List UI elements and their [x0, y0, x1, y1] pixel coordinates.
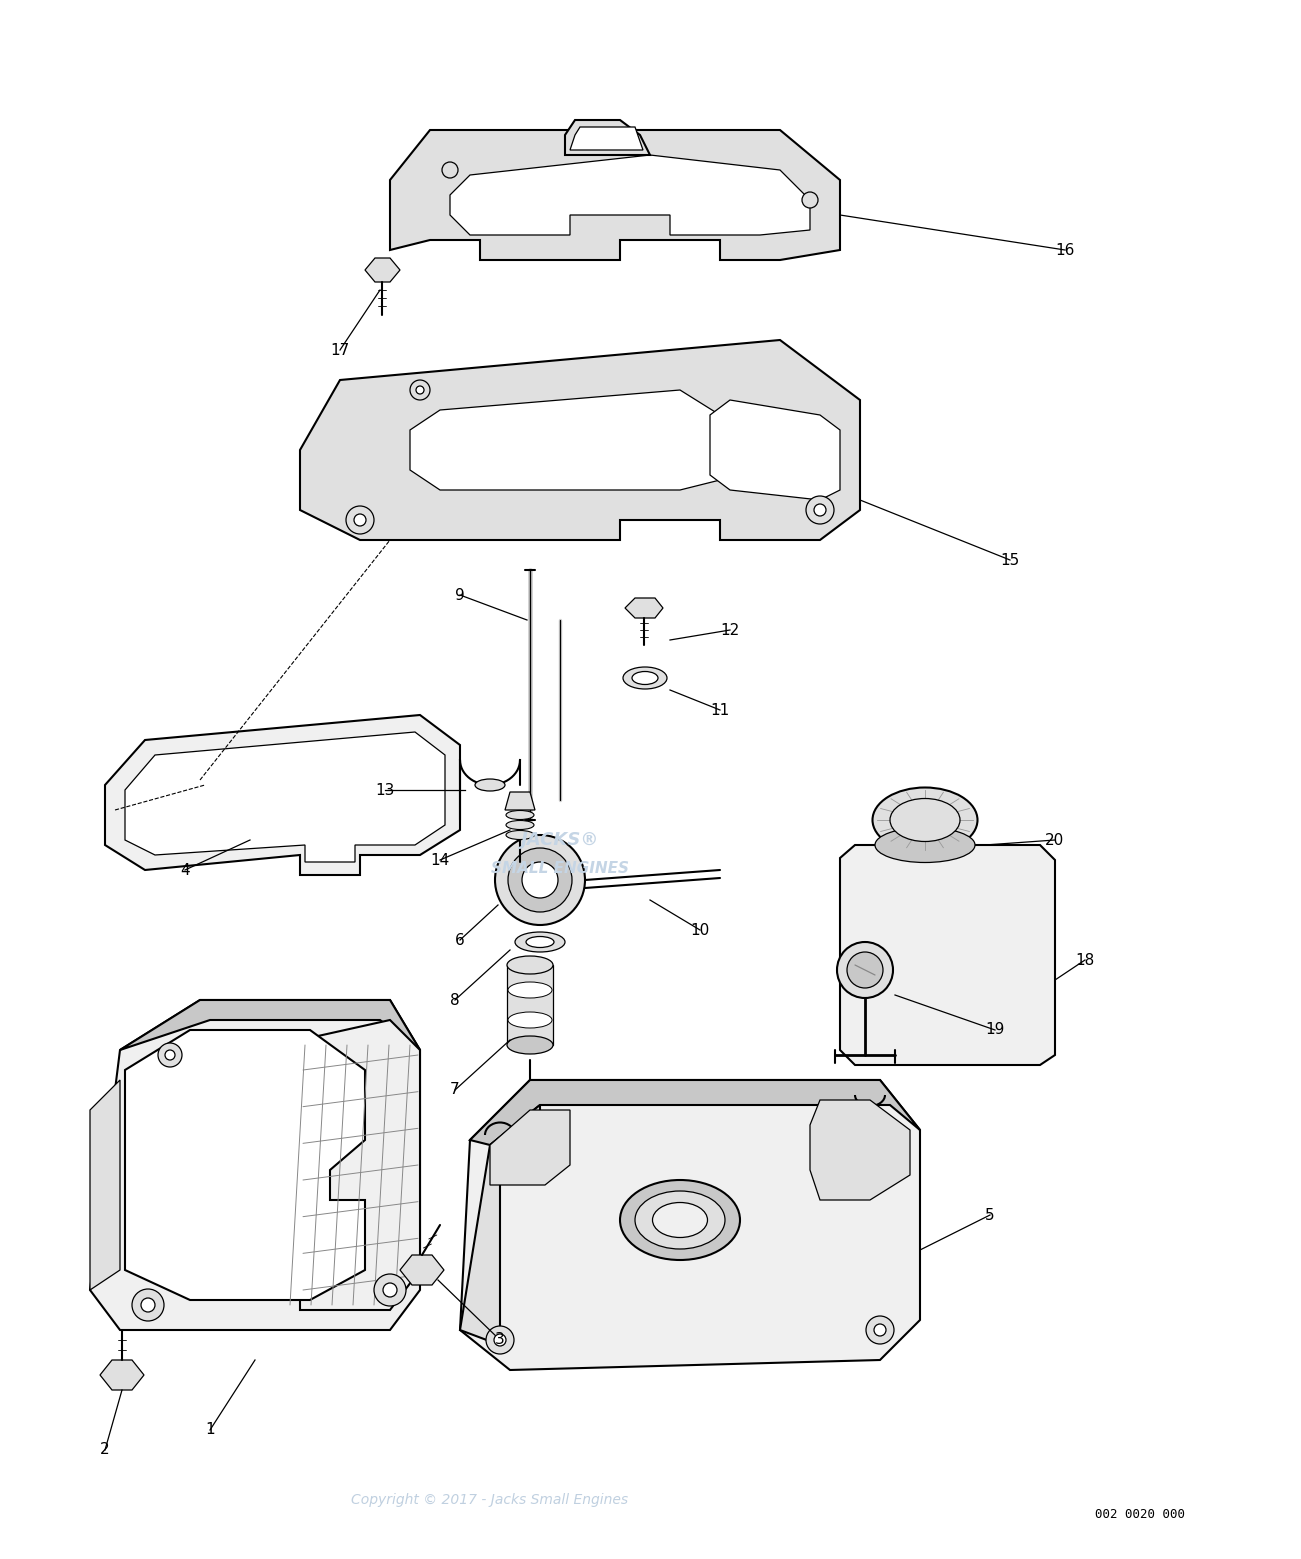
Text: 10: 10: [691, 923, 709, 937]
Circle shape: [507, 848, 572, 912]
Text: 17: 17: [330, 343, 350, 357]
Polygon shape: [366, 257, 399, 282]
Polygon shape: [490, 1110, 570, 1185]
Text: 002 0020 000: 002 0020 000: [1095, 1509, 1185, 1522]
Polygon shape: [399, 1255, 444, 1285]
Text: 1: 1: [206, 1422, 215, 1437]
Polygon shape: [565, 120, 650, 154]
Text: 16: 16: [1055, 243, 1075, 257]
Ellipse shape: [507, 982, 552, 998]
Ellipse shape: [506, 820, 533, 829]
Circle shape: [814, 504, 826, 516]
Circle shape: [807, 496, 834, 524]
Circle shape: [416, 387, 424, 394]
Ellipse shape: [507, 1012, 552, 1027]
Circle shape: [131, 1289, 164, 1320]
Circle shape: [373, 1274, 406, 1306]
Polygon shape: [301, 340, 860, 539]
Polygon shape: [624, 599, 664, 617]
Text: 7: 7: [450, 1082, 459, 1098]
Text: 9: 9: [455, 588, 464, 602]
Text: 12: 12: [721, 622, 740, 638]
Polygon shape: [410, 390, 719, 490]
Polygon shape: [450, 154, 811, 235]
Text: 11: 11: [710, 703, 730, 717]
Circle shape: [494, 836, 585, 924]
Text: 14: 14: [431, 853, 450, 867]
Polygon shape: [120, 999, 420, 1051]
Text: 15: 15: [1000, 552, 1020, 567]
Text: 4: 4: [180, 862, 190, 878]
Ellipse shape: [876, 828, 974, 862]
Ellipse shape: [890, 798, 960, 842]
Ellipse shape: [653, 1202, 708, 1238]
Polygon shape: [710, 401, 840, 500]
Polygon shape: [125, 733, 445, 862]
Polygon shape: [811, 1101, 909, 1200]
Ellipse shape: [506, 831, 533, 839]
Text: 18: 18: [1076, 953, 1094, 968]
Circle shape: [141, 1299, 155, 1313]
Polygon shape: [301, 1020, 420, 1310]
Ellipse shape: [506, 811, 533, 820]
Text: 5: 5: [985, 1208, 995, 1222]
Polygon shape: [461, 1105, 540, 1345]
Ellipse shape: [475, 780, 505, 790]
Text: 13: 13: [375, 783, 394, 798]
Ellipse shape: [632, 672, 658, 684]
Circle shape: [801, 192, 818, 207]
Circle shape: [847, 953, 883, 988]
Polygon shape: [125, 1030, 366, 1300]
Ellipse shape: [635, 1191, 725, 1249]
Text: 19: 19: [985, 1023, 1004, 1037]
Circle shape: [494, 1335, 506, 1345]
Circle shape: [442, 162, 458, 178]
Ellipse shape: [873, 787, 977, 853]
Ellipse shape: [621, 1180, 740, 1260]
Polygon shape: [507, 965, 553, 1045]
Text: 20: 20: [1046, 833, 1064, 848]
Text: 3: 3: [496, 1333, 505, 1347]
Polygon shape: [461, 1080, 920, 1370]
Ellipse shape: [515, 932, 565, 953]
Polygon shape: [90, 1080, 120, 1289]
Text: 6: 6: [455, 932, 464, 948]
Circle shape: [410, 380, 431, 401]
Circle shape: [165, 1051, 176, 1060]
Ellipse shape: [623, 667, 667, 689]
Text: Copyright © 2017 - Jacks Small Engines: Copyright © 2017 - Jacks Small Engines: [351, 1494, 628, 1508]
Ellipse shape: [507, 1037, 553, 1054]
Text: SMALL ENGINES: SMALL ENGINES: [490, 861, 628, 876]
Polygon shape: [570, 126, 643, 150]
Circle shape: [382, 1283, 397, 1297]
Ellipse shape: [526, 937, 554, 948]
Text: 2: 2: [100, 1442, 109, 1458]
Polygon shape: [840, 845, 1055, 1065]
Circle shape: [157, 1043, 182, 1066]
Polygon shape: [100, 1359, 144, 1391]
Polygon shape: [105, 716, 461, 875]
Circle shape: [837, 942, 892, 998]
Text: 8: 8: [450, 993, 459, 1007]
Text: JACKS®: JACKS®: [520, 831, 600, 850]
Circle shape: [354, 514, 366, 525]
Circle shape: [346, 507, 373, 535]
Circle shape: [487, 1327, 514, 1355]
Polygon shape: [90, 999, 420, 1330]
Polygon shape: [390, 129, 840, 260]
Circle shape: [866, 1316, 894, 1344]
Ellipse shape: [507, 956, 553, 974]
Polygon shape: [470, 1080, 920, 1144]
Circle shape: [522, 862, 558, 898]
Polygon shape: [505, 792, 535, 811]
Circle shape: [874, 1324, 886, 1336]
